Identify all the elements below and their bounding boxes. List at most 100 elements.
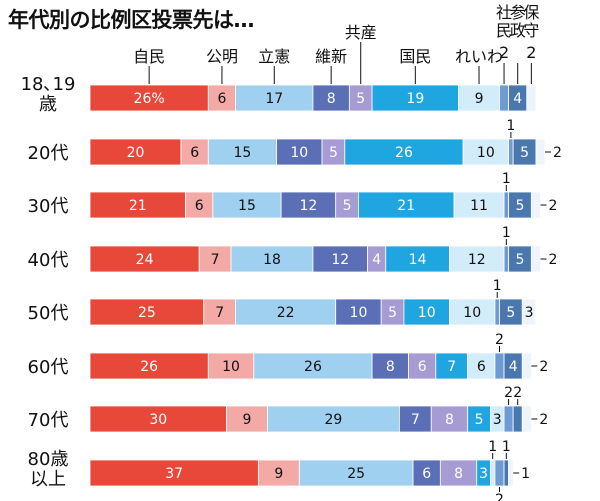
data-label: 20 (127, 145, 145, 161)
data-label: 6 (195, 198, 204, 214)
callout-label: 2 (495, 492, 504, 501)
party-label: 政 (510, 21, 526, 40)
bar-segment-れいわ (489, 459, 496, 487)
data-label: 4 (509, 359, 518, 375)
data-label: 22 (277, 305, 295, 321)
party-label: 守 (523, 21, 539, 40)
bar-segment-公明 (226, 405, 268, 433)
data-label: 9 (274, 466, 283, 482)
data-label: 8 (454, 466, 463, 482)
data-label: 10 (477, 145, 495, 161)
age-label: 60代 (28, 357, 69, 378)
bar-segment-維新 (398, 405, 432, 433)
bar-segment-社民 (499, 84, 510, 112)
data-label: 5 (356, 91, 365, 107)
bar-segment-維新 (280, 191, 337, 219)
age-label: 以上 (30, 469, 66, 490)
data-label: 30 (149, 412, 167, 428)
callout-label: 2 (539, 359, 548, 375)
bar-segment-国民 (344, 138, 464, 166)
bar-segment-立憲 (207, 138, 277, 166)
data-label: 7 (211, 252, 220, 268)
age-label: 80歳 (28, 449, 69, 470)
bar-segment-社民 (503, 405, 514, 433)
bar-segment-れいわ (453, 191, 505, 219)
bar-segment-自民 (89, 245, 200, 273)
bar-segment-公明 (207, 352, 255, 380)
party-label: 民 (496, 21, 512, 40)
callout-label: 2 (495, 332, 504, 348)
party-value-label: 2 (499, 43, 509, 62)
data-label: 8 (327, 91, 336, 107)
data-label: 8 (445, 412, 454, 428)
age-label: 20代 (28, 143, 69, 164)
data-label: 26 (395, 145, 413, 161)
data-label: 10 (350, 305, 368, 321)
data-label: 10 (463, 305, 481, 321)
data-label: 8 (386, 359, 395, 375)
bar-segment-公明 (203, 298, 237, 326)
callout-label: 1 (502, 225, 511, 241)
callout-label: 2 (548, 252, 557, 268)
bar-segment-保守 (530, 245, 541, 273)
party-label: 維新 (315, 47, 347, 66)
bar-segment-立憲 (253, 352, 373, 380)
bar-segment-れいわ (458, 84, 500, 112)
bar-segment-立憲 (230, 245, 314, 273)
data-label: 5 (516, 252, 525, 268)
bar-segment-保守 (535, 138, 546, 166)
party-label: 参 (510, 3, 526, 22)
bar-segment-保守 (508, 459, 514, 487)
data-label: 25 (138, 305, 156, 321)
callout-label: 2 (539, 412, 548, 428)
age-label: 50代 (28, 303, 69, 324)
callout-label: 1 (521, 466, 530, 482)
callout-label: 1 (502, 439, 511, 455)
bar-segment-社民 (508, 138, 514, 166)
bar-segment-自民 (89, 352, 209, 380)
data-label: 21 (129, 198, 147, 214)
callout-label: 1 (488, 439, 497, 455)
data-label: 21 (397, 198, 415, 214)
bar-segment-国民 (358, 191, 455, 219)
data-label: 10 (222, 359, 240, 375)
data-label: 37 (165, 466, 183, 482)
data-label: 24 (136, 252, 154, 268)
bar-segment-国民 (371, 84, 459, 112)
party-label: 国民 (399, 47, 431, 66)
data-label: 6 (477, 359, 486, 375)
data-label: 12 (331, 252, 349, 268)
party-label: 保 (523, 3, 539, 22)
data-label: 7 (411, 412, 420, 428)
callout-label: 2 (504, 385, 513, 401)
data-label: 17 (265, 91, 283, 107)
bar-segment-公明 (207, 84, 237, 112)
bar-segment-自民 (89, 405, 227, 433)
party-label: れいわ (455, 47, 503, 66)
data-label: 12 (299, 198, 317, 214)
data-label: 5 (506, 305, 515, 321)
bar-segment-国民 (435, 352, 469, 380)
callout-label: 1 (506, 118, 515, 134)
data-label: 26 (304, 359, 322, 375)
data-label: 5 (388, 305, 397, 321)
data-label: 25 (347, 466, 365, 482)
callout-label: 2 (513, 385, 522, 401)
data-label: 18 (263, 252, 281, 268)
bar-segment-維新 (412, 459, 441, 487)
bar-segment-立憲 (212, 191, 282, 219)
data-label: 6 (418, 359, 427, 375)
data-label: 15 (234, 145, 252, 161)
party-label: 立憲 (258, 47, 290, 66)
bar-segment-維新 (335, 298, 382, 326)
data-label: 4 (513, 91, 522, 107)
data-label: 14 (409, 252, 427, 268)
bar-segment-社民 (494, 352, 505, 380)
data-label: 4 (372, 252, 381, 268)
data-label: 19 (406, 91, 424, 107)
bar-segment-維新 (276, 138, 323, 166)
callout-label: 1 (502, 171, 511, 187)
bar-segment-自民 (89, 138, 182, 166)
callout-label: 2 (553, 145, 562, 161)
